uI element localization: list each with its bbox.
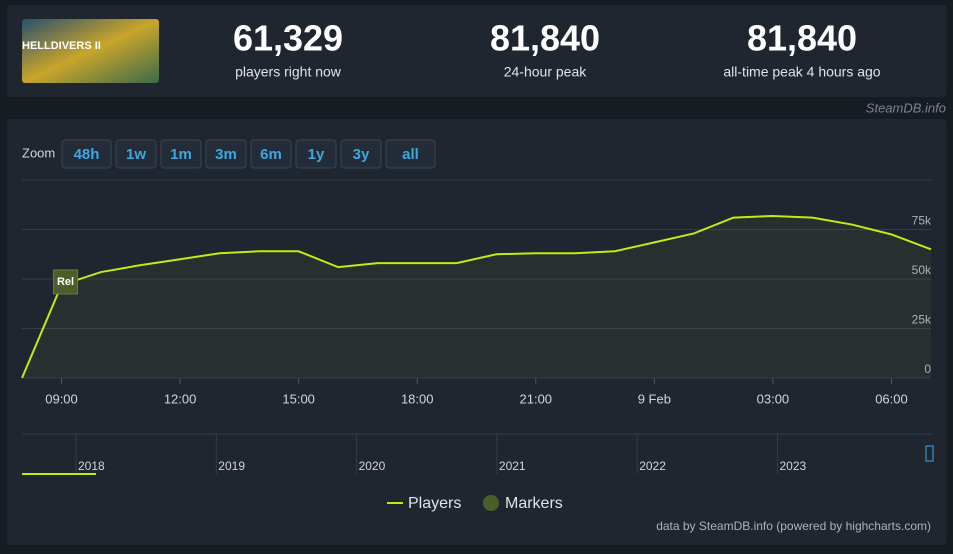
stat-number: 81,840 [747, 18, 857, 59]
game-art [22, 19, 159, 83]
marker-label: Rel [57, 276, 74, 288]
marker-flag [53, 269, 79, 295]
zoom-button-label[interactable]: 1w [126, 146, 146, 163]
zoom-button-label[interactable]: 6m [260, 146, 282, 163]
stat-number: 61,329 [233, 18, 343, 59]
navigator-label: 2020 [359, 459, 386, 473]
navigator-label: 2019 [218, 459, 245, 473]
navigator-label: 2022 [639, 459, 666, 473]
navigator-label: 2023 [780, 459, 807, 473]
zoom-label: Zoom [22, 145, 55, 160]
legend-label[interactable]: Markers [505, 495, 563, 512]
x-tick-label: 03:00 [757, 391, 790, 406]
zoom-button-label[interactable]: all [402, 146, 419, 163]
navigator-handle[interactable] [925, 445, 934, 462]
stats-card [7, 5, 947, 97]
art-logo: HELLDIVERS II [22, 40, 101, 52]
series-line [21, 214, 932, 379]
x-tick-label: 21:00 [520, 391, 553, 406]
zoom-button[interactable] [340, 139, 382, 169]
zoom-button[interactable] [385, 139, 436, 169]
zoom-button-label[interactable]: 1m [170, 146, 192, 163]
stat-number: 81,840 [490, 18, 600, 59]
y-tick-label: 50k [912, 263, 932, 277]
zoom-button[interactable] [295, 139, 337, 169]
navigator-label: 2021 [499, 459, 526, 473]
legend-marker [483, 495, 499, 511]
zoom-button-label[interactable]: 3m [215, 146, 237, 163]
watermark: SteamDB.info [866, 100, 946, 115]
x-tick-label: 18:00 [401, 391, 434, 406]
stat-label: all-time peak 4 hours ago [723, 64, 880, 80]
x-tick-label: 15:00 [282, 391, 315, 406]
credit: data by SteamDB.info (powered by highcha… [656, 519, 931, 533]
y-tick-label: 75k [912, 214, 932, 228]
zoom-button[interactable] [250, 139, 292, 169]
zoom-button[interactable] [160, 139, 202, 169]
zoom-button-label[interactable]: 48h [74, 146, 100, 163]
x-tick-label: 09:00 [45, 391, 78, 406]
y-tick-label: 25k [912, 313, 932, 327]
zoom-button-label[interactable]: 1y [308, 146, 325, 163]
x-tick-label: 12:00 [164, 391, 197, 406]
series-area [22, 215, 931, 378]
zoom-button-label[interactable]: 3y [353, 146, 370, 163]
zoom-button[interactable] [115, 139, 157, 169]
legend-label[interactable]: Players [408, 495, 461, 512]
zoom-button[interactable] [205, 139, 247, 169]
stat-label: 24-hour peak [504, 64, 588, 80]
navigator-label: 2018 [78, 459, 105, 473]
stat-label: players right now [235, 64, 342, 80]
x-tick-label: 06:00 [875, 391, 908, 406]
x-tick-label: 9 Feb [638, 391, 671, 406]
zoom-button[interactable] [61, 139, 112, 169]
y-tick-label: 0 [924, 362, 931, 376]
